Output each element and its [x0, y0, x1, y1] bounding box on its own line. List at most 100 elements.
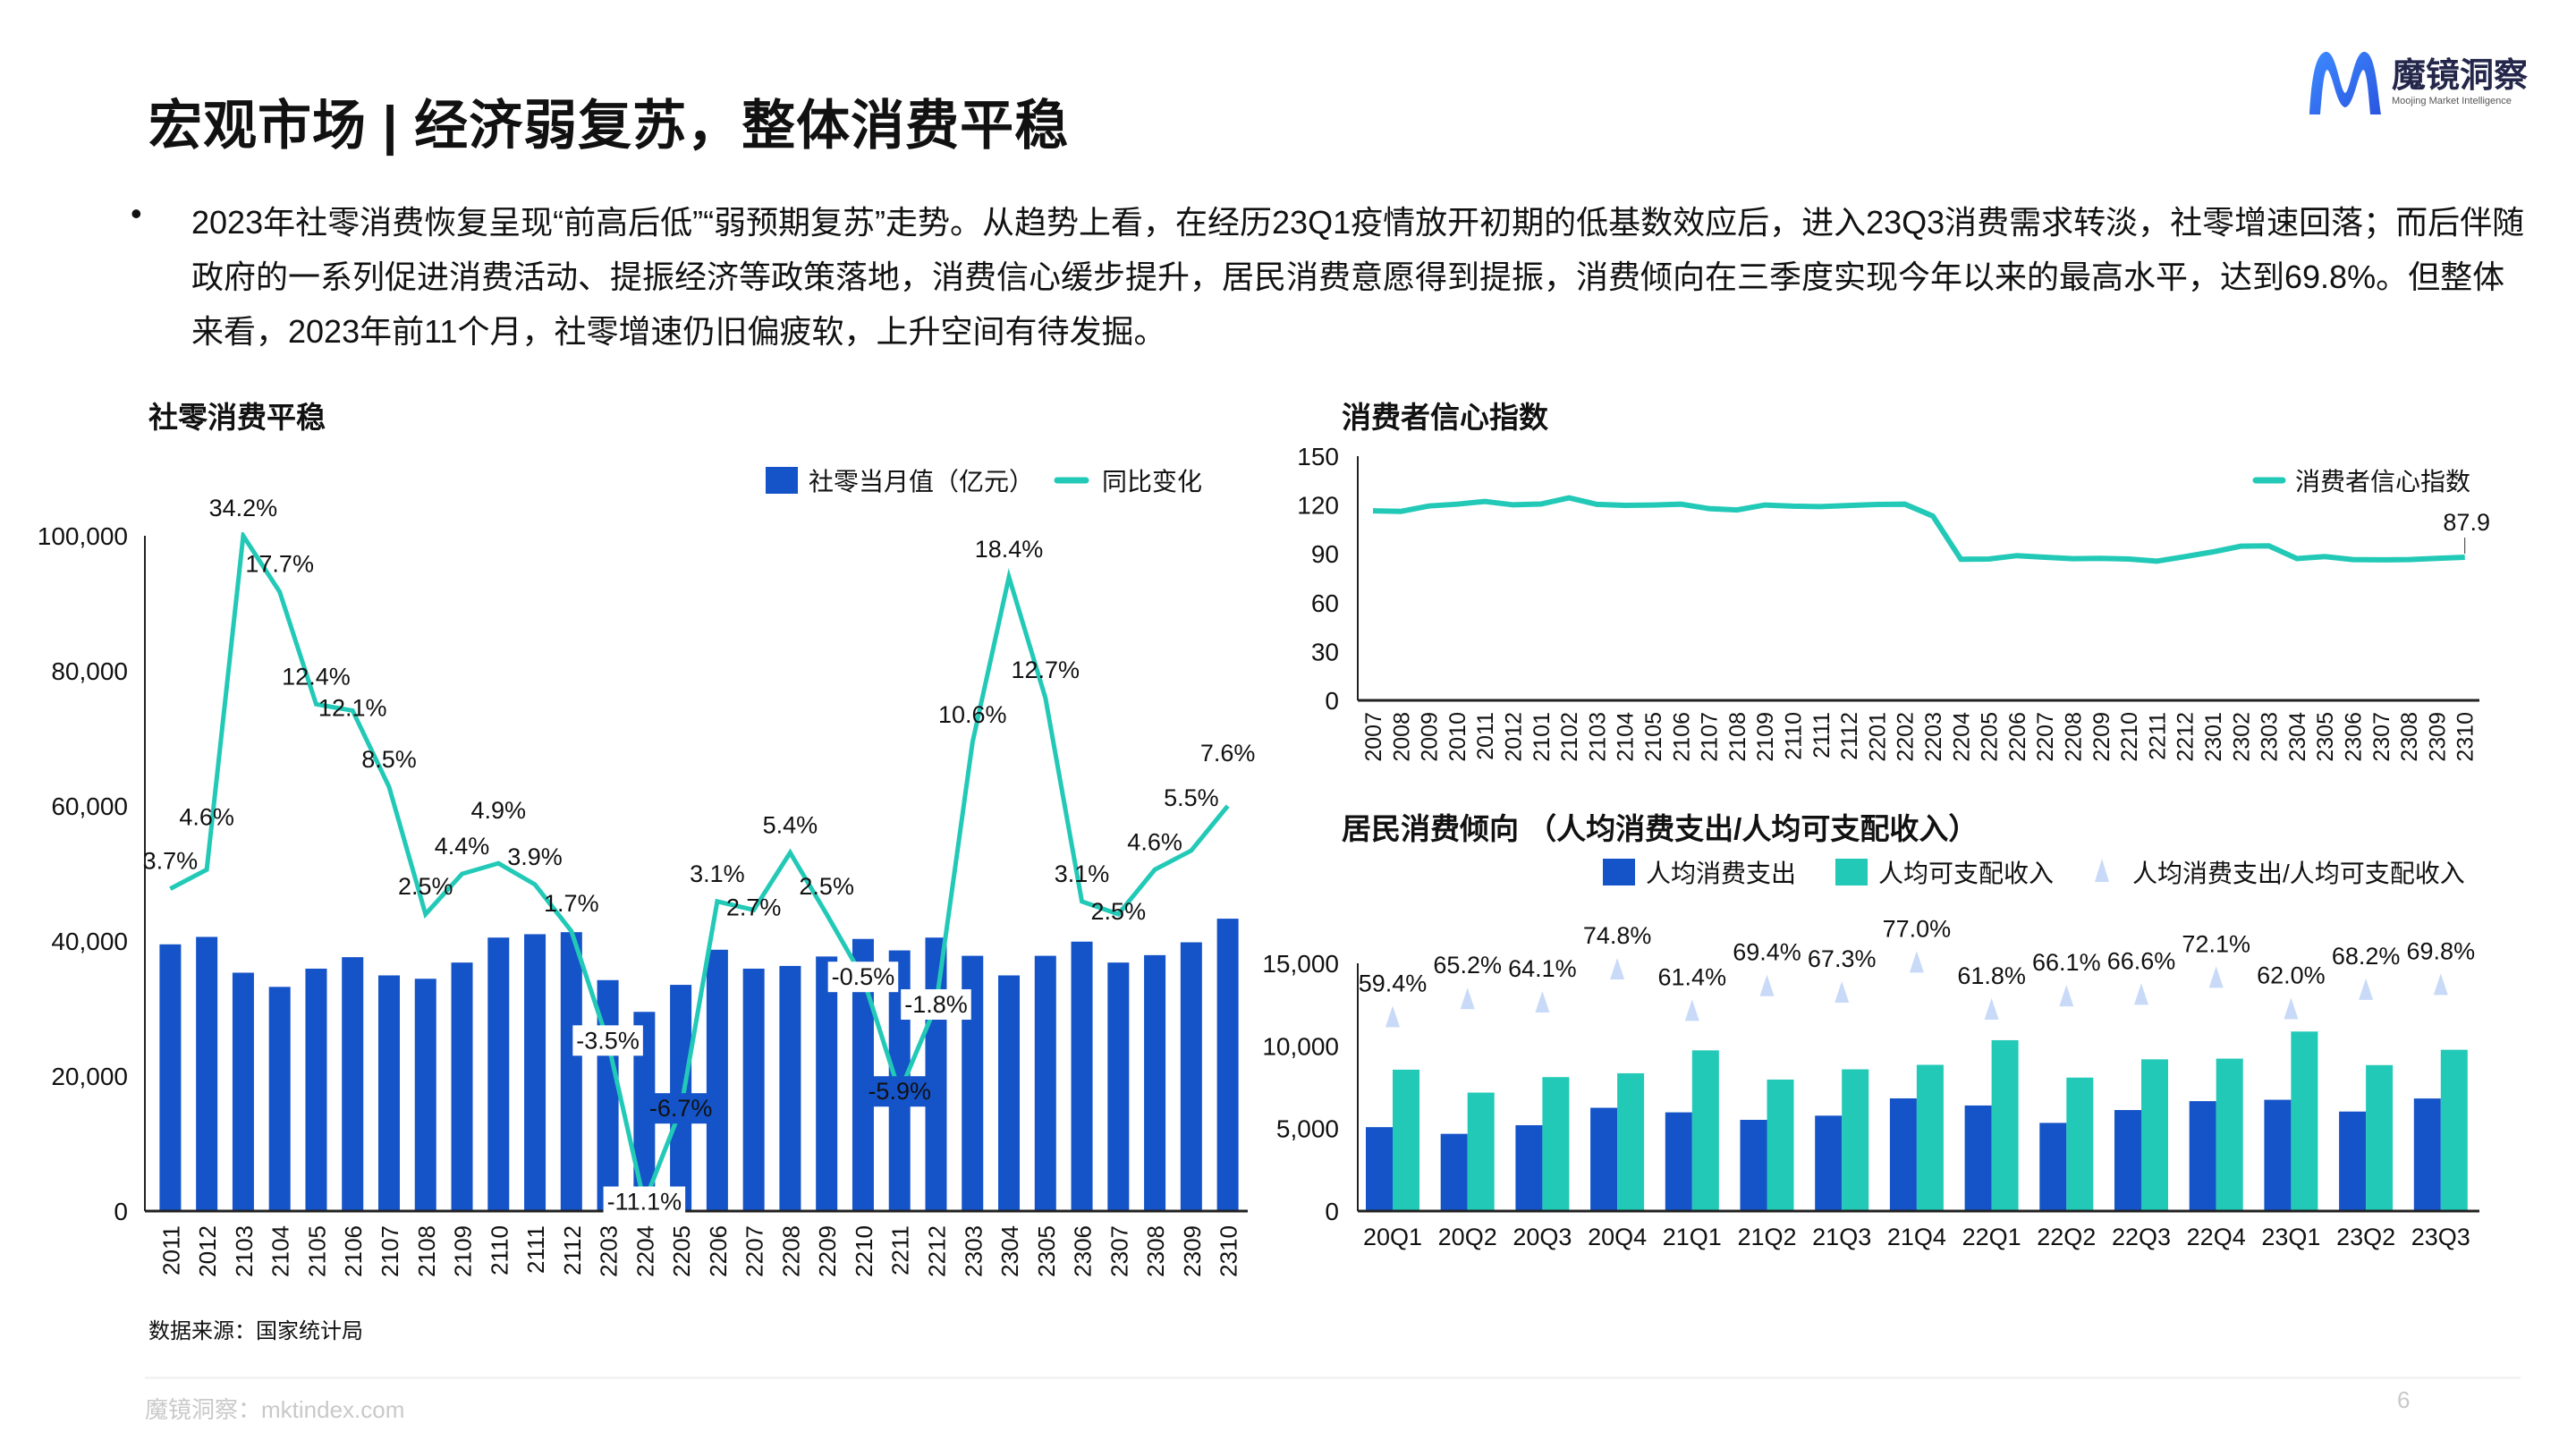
retail-bar	[1144, 954, 1166, 1211]
ratio-triangle-marker	[2134, 983, 2148, 1005]
yoy-data-label: 12.7%	[1012, 657, 1080, 683]
expenditure-bar	[1815, 1115, 1843, 1211]
x-tick-label: 2109	[1753, 712, 1778, 762]
confidence-index-line	[1372, 495, 2465, 564]
retail-bar	[487, 937, 510, 1211]
expenditure-bar	[2189, 1101, 2216, 1211]
expenditure-bar	[2339, 1111, 2367, 1211]
x-tick-label: 2102	[1557, 712, 1582, 762]
x-tick-label: 2209	[2089, 712, 2114, 762]
yoy-data-label: 3.9%	[507, 843, 563, 870]
yoy-data-label: 12.4%	[282, 663, 351, 690]
last-value-label: 87.9	[2443, 509, 2490, 536]
retail-bar	[1071, 941, 1093, 1211]
data-label-bg	[827, 962, 899, 993]
ratio-data-label: 69.4%	[1733, 939, 1801, 966]
ratio-triangle-marker	[1759, 974, 1775, 996]
data-source-note: 数据来源：国家统计局	[148, 1319, 363, 1343]
yoy-data-label: 34.2%	[209, 495, 278, 521]
footer-divider	[145, 1377, 2521, 1379]
retail-bar	[196, 936, 218, 1211]
yoy-data-label: 4.9%	[471, 797, 527, 824]
expenditure-bar	[1889, 1098, 1917, 1211]
x-tick-label: 2206	[705, 1225, 732, 1277]
retail-chart-title: 社零消费平稳	[148, 401, 326, 434]
ratio-data-label: 74.8%	[1583, 922, 1652, 949]
x-tick-label: 2008	[1389, 712, 1414, 762]
x-tick-label: 2201	[1865, 712, 1890, 762]
income-bar	[2291, 1031, 2318, 1211]
yoy-change-line	[169, 532, 1230, 1211]
logo-subtext: Moojing Market Intelligence	[2392, 96, 2512, 106]
x-tick-label: 2210	[2117, 712, 2142, 762]
x-tick-label: 21Q4	[1887, 1224, 1946, 1250]
x-tick-label: 2105	[303, 1225, 330, 1277]
retail-bar	[524, 934, 547, 1211]
x-tick-label: 2012	[194, 1225, 221, 1277]
y-tick-label: 120	[1297, 492, 1339, 520]
logo-text: 魔镜洞察	[2392, 57, 2529, 95]
ratio-triangle-marker	[2059, 985, 2074, 1007]
x-tick-label: 2308	[1142, 1225, 1169, 1277]
x-tick-label: 2107	[377, 1225, 403, 1277]
yoy-data-label: 5.5%	[1164, 784, 1219, 811]
expenditure-bar	[1740, 1120, 1767, 1211]
x-tick-label: 2206	[2005, 712, 2030, 762]
retail-bar	[1034, 955, 1056, 1211]
yoy-data-label: 8.5%	[361, 746, 417, 773]
ratio-triangle-marker	[1984, 998, 1999, 1021]
x-tick-label: 2106	[340, 1225, 367, 1277]
yoy-data-label: -0.5%	[832, 963, 895, 990]
x-tick-label: 2211	[2145, 712, 2170, 760]
expenditure-bar	[2114, 1110, 2141, 1211]
x-tick-label: 2012	[1502, 712, 1527, 762]
x-tick-label: 2305	[1033, 1225, 1060, 1277]
x-tick-label: 2108	[413, 1225, 440, 1277]
yoy-data-label: 3.7%	[143, 848, 199, 875]
confidence-chart-title: 消费者信心指数	[1342, 401, 1548, 434]
x-tick-label: 2308	[2397, 712, 2422, 762]
yoy-data-label: 2.5%	[398, 873, 453, 900]
yoy-data-label: 4.6%	[1127, 828, 1182, 855]
ratio-data-label: 69.8%	[2407, 937, 2476, 964]
income-bar	[1467, 1092, 1495, 1211]
x-tick-label: 22Q3	[2112, 1224, 2171, 1250]
x-tick-label: 2305	[2313, 712, 2338, 762]
x-tick-label: 2007	[1361, 712, 1386, 762]
ratio-triangle-marker	[1909, 951, 1924, 973]
x-tick-label: 2212	[2174, 712, 2199, 762]
y-tick-label: 20,000	[51, 1063, 128, 1090]
x-tick-label: 23Q1	[2261, 1224, 2320, 1250]
label-bg-layer	[572, 962, 971, 1217]
x-tick-label: 2306	[2342, 712, 2367, 762]
page-title: 宏观市场 | 经济弱复苏，整体消费平稳	[148, 96, 1070, 156]
retail-bar	[377, 975, 400, 1211]
yoy-data-label: -3.5%	[576, 1027, 640, 1054]
yoy-data-label: 18.4%	[975, 536, 1044, 563]
income-bar	[1767, 1079, 1794, 1211]
x-tick-label: 2112	[559, 1225, 586, 1275]
y-tick-label: 90	[1311, 540, 1339, 568]
x-tick-label: 2104	[267, 1225, 294, 1277]
x-tick-label: 2205	[668, 1225, 695, 1277]
legend-label: 人均消费支出	[1646, 860, 1796, 887]
x-tick-label: 2203	[596, 1225, 623, 1277]
income-bar	[2440, 1049, 2468, 1211]
brand-logo: 魔镜洞察 Moojing Market Intelligence	[2306, 45, 2528, 120]
footer-site: 魔镜洞察：mktindex.com	[145, 1396, 405, 1423]
x-tick-label: 2302	[2229, 712, 2254, 762]
x-tick-label: 2203	[1921, 712, 1946, 762]
income-bar	[1542, 1077, 1570, 1211]
y-tick-label: 80,000	[51, 657, 128, 685]
y-tick-label: 100,000	[38, 522, 128, 550]
ratio-data-label: 64.1%	[1508, 955, 1577, 982]
ratio-data-label: 66.1%	[2032, 949, 2101, 976]
x-tick-label: 2103	[1585, 712, 1610, 762]
retail-bar	[998, 975, 1021, 1211]
x-tick-label: 2309	[2425, 712, 2450, 762]
expenditure-bar	[1665, 1112, 1692, 1211]
income-bar	[1991, 1039, 2019, 1211]
income-bar	[2141, 1059, 2168, 1211]
retail-bar	[742, 968, 765, 1211]
